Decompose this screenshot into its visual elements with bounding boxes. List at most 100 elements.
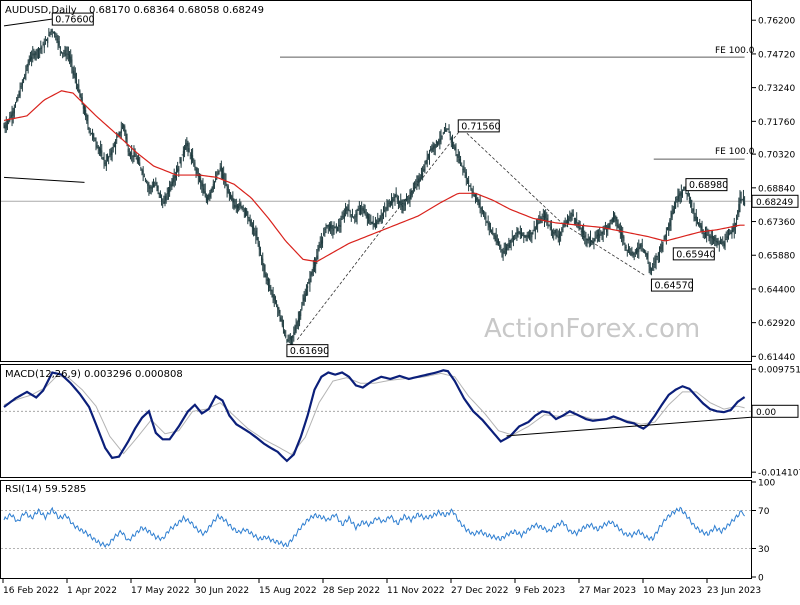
candle-body [469,185,471,187]
candle-body [372,220,374,225]
candle-body [448,131,450,133]
candle-body [425,161,427,163]
candle-body [5,123,7,129]
candle-body [325,225,327,232]
candle-body [159,192,161,198]
candle-body [255,230,257,237]
candle-body [121,127,123,129]
candle-body [581,228,583,234]
candle-body [322,236,324,244]
candle-body [716,241,718,244]
candle-body [271,293,273,295]
candle-body [264,270,266,275]
candle-body [535,224,537,227]
candle-body [310,274,312,277]
candle-body [3,127,5,129]
candle-body [738,204,740,213]
price-callout-label: 0.65940 [676,249,715,260]
candle-body [356,212,358,218]
candle-body [340,222,342,227]
candle-body [391,200,393,205]
candle-body [613,215,614,217]
candle-body [634,251,636,253]
candle-body [128,153,130,156]
candle-body [179,162,181,164]
candle-body [424,165,426,171]
candle-body [534,226,536,232]
candle-body [12,111,14,116]
candle-body [28,58,30,64]
candle-body [442,133,444,135]
candle-body [493,235,495,237]
candle-body [220,166,222,172]
candle-body [654,261,656,263]
macd-last-tag [751,404,799,418]
candle-body [396,197,398,200]
candle-body [204,191,206,197]
candle-body [79,90,81,97]
candle-body [376,222,378,227]
candle-body [414,186,416,188]
candle-body [455,148,457,153]
candle-body [149,187,151,189]
candle-body [265,273,267,278]
candle-body [472,191,474,194]
candle-body [51,31,53,32]
candle-body [6,121,8,124]
candle-body [478,202,480,205]
candle-body [197,174,199,177]
candle-body [212,184,214,190]
candle-body [476,197,478,201]
candle-body [174,173,176,179]
candle-body [630,252,632,255]
candle-body [457,154,459,158]
candle-body [575,220,577,222]
price-annotations: 0.76600 0.71560 0.68980 0.65940 0.64570 0.616… [51,12,799,358]
candle-body [420,174,422,176]
candle-body [483,210,485,215]
candle-body [516,232,518,237]
candle-body [555,231,557,235]
price-axis: 0.76200 0.74720 0.73240 0.71760 0.70320 0.688… [751,17,795,363]
candle-body [328,227,330,230]
candle-body [663,238,665,240]
candle-body [123,124,125,128]
candle-body [458,158,460,161]
candle-body [556,234,558,236]
candle-body [211,186,213,192]
candle-body [627,248,629,251]
candle-body [661,244,663,251]
candle-body [41,46,43,48]
candle-body [637,249,639,253]
candle-body [511,238,513,239]
candle-body [74,73,76,80]
candle-body [73,70,75,76]
candle-body [690,199,692,203]
candle-body [58,41,60,46]
candle-body [250,220,252,226]
candle-body [397,201,399,203]
candle-body [517,229,519,233]
candle-body [127,148,129,153]
candle-body [713,238,715,240]
candle-body [49,32,51,35]
candle-body [592,241,594,244]
candle-body [557,236,559,239]
candle-body [667,227,669,231]
candle-body [608,223,610,228]
candle-body [531,232,533,238]
candle-body [80,95,82,101]
candle-body [236,205,238,209]
candle-body [540,219,542,223]
candle-body [709,236,711,239]
candle-body [481,209,483,212]
candle-body [542,215,544,218]
candle-body [342,216,344,218]
candle-body [464,175,466,176]
candle-body [577,222,579,226]
candle-body [521,234,522,236]
candle-body [562,227,564,233]
candle-body [443,132,445,134]
candle-body [303,297,305,301]
